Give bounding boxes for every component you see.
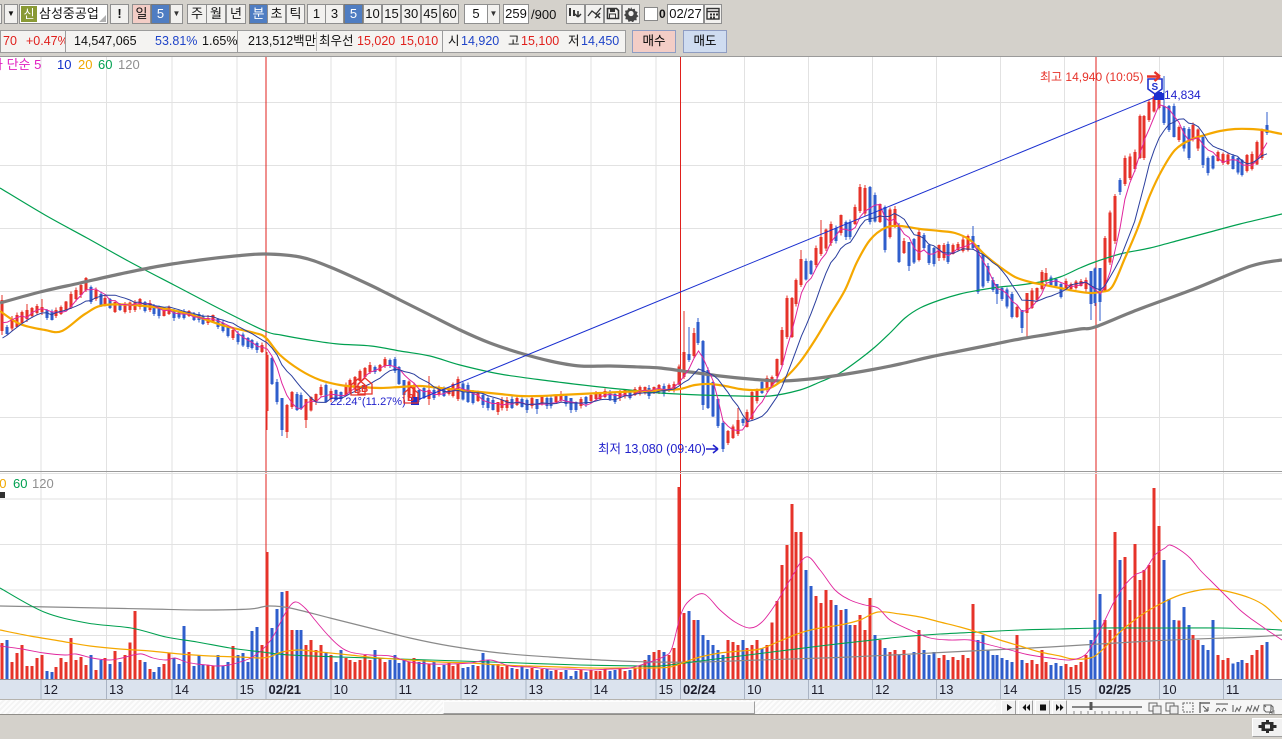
- svg-text:12: 12: [875, 682, 889, 697]
- svg-text:S: S: [1152, 82, 1159, 93]
- svg-text:20: 20: [0, 476, 6, 491]
- svg-text:B: B: [361, 384, 368, 395]
- svg-text:02/25: 02/25: [1099, 682, 1132, 697]
- svg-text:15: 15: [659, 682, 673, 697]
- svg-text:10: 10: [57, 57, 71, 72]
- svg-text:13: 13: [529, 682, 543, 697]
- svg-text:120: 120: [32, 476, 54, 491]
- svg-text:10: 10: [1162, 682, 1176, 697]
- svg-text:11: 11: [1226, 682, 1240, 697]
- svg-text:12: 12: [464, 682, 478, 697]
- svg-text:14: 14: [594, 682, 608, 697]
- svg-text:13: 13: [109, 682, 123, 697]
- svg-text:02/21: 02/21: [269, 682, 302, 697]
- svg-text:10: 10: [334, 682, 348, 697]
- svg-text:11: 11: [811, 682, 825, 697]
- svg-text:15: 15: [240, 682, 254, 697]
- svg-text:가 단순 5: 가 단순 5: [0, 57, 41, 72]
- svg-text:14: 14: [175, 682, 189, 697]
- svg-text:13: 13: [939, 682, 953, 697]
- svg-text:10: 10: [747, 682, 761, 697]
- svg-text:최고 14,940 (10:05): 최고 14,940 (10:05): [1040, 70, 1143, 84]
- svg-text:14,834: 14,834: [1164, 88, 1201, 102]
- svg-text:B: B: [407, 393, 414, 404]
- svg-text:최저 13,080 (09:40): 최저 13,080 (09:40): [598, 442, 706, 456]
- svg-text:60: 60: [13, 476, 27, 491]
- svg-text:20: 20: [78, 57, 92, 72]
- svg-text:15: 15: [1067, 682, 1081, 697]
- svg-text:60: 60: [98, 57, 112, 72]
- svg-text:All: All: [1269, 710, 1275, 715]
- svg-text:14: 14: [1003, 682, 1017, 697]
- svg-text:02/24: 02/24: [683, 682, 716, 697]
- svg-text:11: 11: [399, 682, 413, 697]
- svg-text:22.24°(11.27%): 22.24°(11.27%): [330, 396, 406, 408]
- svg-text:120: 120: [118, 57, 140, 72]
- svg-text:12: 12: [44, 682, 58, 697]
